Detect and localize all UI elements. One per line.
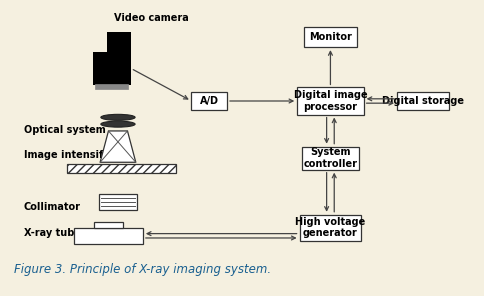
Text: Video camera: Video camera	[114, 13, 189, 23]
Ellipse shape	[101, 114, 135, 120]
FancyBboxPatch shape	[99, 194, 136, 210]
FancyBboxPatch shape	[92, 32, 131, 85]
Text: Collimator: Collimator	[24, 202, 81, 212]
FancyBboxPatch shape	[396, 92, 448, 110]
FancyBboxPatch shape	[299, 215, 361, 241]
Text: Monitor: Monitor	[308, 32, 351, 42]
Text: High voltage
generator: High voltage generator	[295, 217, 365, 238]
Polygon shape	[100, 131, 136, 162]
Text: Digital image
processor: Digital image processor	[293, 90, 366, 112]
Text: Image intensifier: Image intensifier	[24, 150, 118, 160]
Text: Digital storage: Digital storage	[381, 96, 463, 106]
Text: Optical system: Optical system	[24, 125, 106, 135]
FancyBboxPatch shape	[95, 84, 128, 89]
FancyBboxPatch shape	[74, 228, 143, 244]
FancyBboxPatch shape	[297, 87, 363, 115]
Text: System
controller: System controller	[303, 147, 357, 169]
FancyBboxPatch shape	[94, 222, 122, 228]
FancyBboxPatch shape	[191, 92, 227, 110]
Text: Figure 3. Principle of X-ray imaging system.: Figure 3. Principle of X-ray imaging sys…	[15, 263, 271, 276]
FancyBboxPatch shape	[303, 27, 356, 47]
Text: A/D: A/D	[199, 96, 218, 106]
Ellipse shape	[101, 121, 135, 127]
FancyBboxPatch shape	[301, 147, 358, 170]
FancyBboxPatch shape	[66, 165, 176, 173]
FancyBboxPatch shape	[92, 32, 107, 52]
Text: X-ray tube: X-ray tube	[24, 228, 81, 238]
